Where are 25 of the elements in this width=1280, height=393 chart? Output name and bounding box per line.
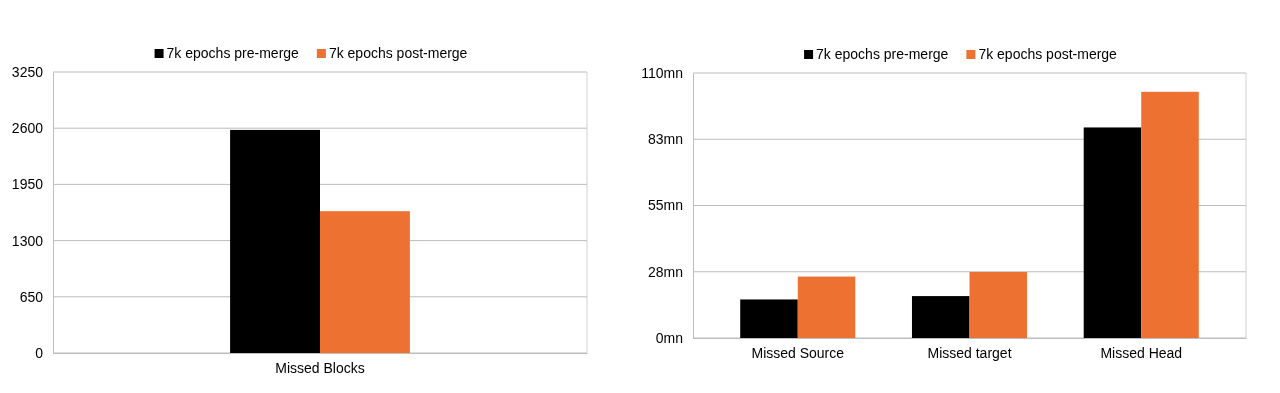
y-tick-label: 0 — [35, 344, 44, 361]
y-tick-label: 28mn — [647, 263, 683, 280]
x-tick-label: Missed target — [927, 344, 1012, 361]
bar — [1083, 127, 1142, 338]
y-tick-label: 650 — [19, 288, 44, 305]
bar — [1141, 91, 1199, 338]
y-tick-label: 55mn — [647, 197, 683, 214]
y-tick-label: 110mn — [641, 64, 683, 81]
y-tick-label: 3250 — [11, 63, 44, 80]
bar — [969, 271, 1028, 338]
y-tick-label: 83mn — [647, 131, 683, 148]
y-tick-label: 0mn — [655, 329, 683, 346]
legend-label: 7k epochs pre-merge — [816, 46, 949, 62]
y-tick-label: 1300 — [11, 232, 44, 249]
x-tick-label: Missed Head — [1100, 344, 1183, 361]
x-tick-label: Missed Source — [751, 344, 845, 361]
bar — [797, 276, 856, 338]
legend-label: 7k epochs post-merge — [978, 46, 1118, 62]
legend-label: 7k epochs pre-merge — [166, 45, 300, 61]
legend-label: 7k epochs post-merge — [328, 45, 468, 61]
bar — [911, 296, 970, 338]
bar — [740, 299, 798, 338]
y-tick-label: 1950 — [11, 176, 44, 193]
y-tick-label: 2600 — [11, 120, 44, 137]
x-tick-label: Missed Blocks — [275, 359, 365, 376]
